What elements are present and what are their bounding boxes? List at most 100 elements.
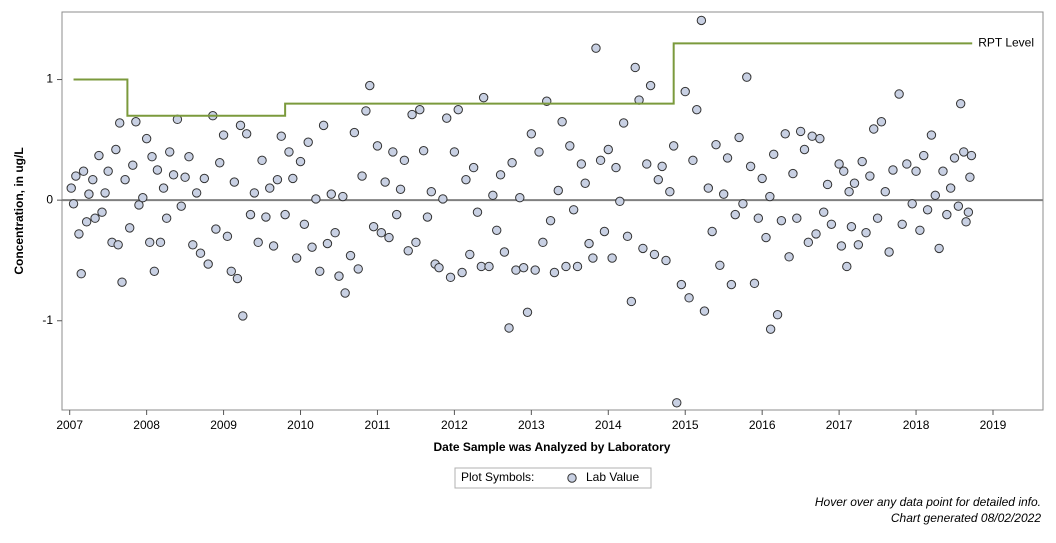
data-point[interactable] — [276, 131, 286, 141]
data-point[interactable] — [465, 249, 475, 260]
data-point[interactable] — [226, 266, 236, 277]
data-point[interactable] — [365, 80, 375, 91]
data-point[interactable] — [803, 237, 814, 248]
data-point[interactable] — [915, 225, 925, 235]
data-point[interactable] — [518, 262, 529, 273]
data-point[interactable] — [161, 213, 172, 223]
data-point[interactable] — [894, 89, 904, 99]
data-point[interactable] — [238, 311, 248, 321]
data-point[interactable] — [522, 307, 533, 318]
data-point[interactable] — [576, 159, 587, 169]
data-point[interactable] — [188, 240, 198, 250]
data-point[interactable] — [353, 264, 363, 274]
data-point[interactable] — [565, 141, 575, 151]
data-point[interactable] — [955, 98, 966, 109]
data-point[interactable] — [668, 141, 679, 151]
data-point[interactable] — [665, 187, 675, 197]
data-point[interactable] — [857, 156, 867, 167]
data-point[interactable] — [361, 106, 371, 116]
data-point[interactable] — [730, 209, 740, 220]
data-point[interactable] — [457, 267, 467, 278]
data-point[interactable] — [357, 171, 367, 181]
data-point[interactable] — [907, 199, 917, 209]
data-point[interactable] — [765, 191, 775, 202]
data-point[interactable] — [307, 242, 317, 252]
data-point[interactable] — [534, 147, 544, 157]
data-point[interactable] — [68, 199, 79, 209]
data-point[interactable] — [245, 209, 256, 220]
data-point[interactable] — [184, 152, 194, 162]
data-point[interactable] — [953, 201, 964, 211]
data-point[interactable] — [526, 129, 537, 139]
data-point[interactable] — [684, 293, 694, 303]
data-point[interactable] — [249, 188, 260, 198]
data-point[interactable] — [152, 165, 163, 175]
data-point[interactable] — [291, 253, 302, 263]
data-point[interactable] — [661, 255, 671, 266]
data-point[interactable] — [131, 117, 141, 127]
data-point[interactable] — [128, 160, 138, 170]
data-point[interactable] — [568, 205, 579, 215]
data-point[interactable] — [911, 166, 921, 176]
data-point[interactable] — [155, 237, 166, 248]
data-point[interactable] — [942, 209, 952, 220]
data-point[interactable] — [495, 170, 506, 180]
data-point[interactable] — [530, 265, 540, 275]
data-point[interactable] — [715, 260, 725, 270]
data-point[interactable] — [71, 171, 81, 181]
data-point[interactable] — [657, 161, 667, 172]
data-point[interactable] — [268, 241, 279, 251]
data-point[interactable] — [165, 147, 175, 157]
data-point[interactable] — [618, 118, 629, 128]
data-point[interactable] — [426, 187, 437, 197]
data-point[interactable] — [203, 259, 213, 269]
data-point[interactable] — [478, 92, 489, 103]
data-point[interactable] — [959, 147, 969, 157]
data-point[interactable] — [938, 166, 948, 176]
data-point[interactable] — [607, 253, 617, 263]
data-point[interactable] — [145, 237, 155, 248]
data-point[interactable] — [434, 262, 444, 273]
data-point[interactable] — [299, 219, 310, 229]
data-point[interactable] — [395, 184, 406, 194]
data-point[interactable] — [672, 398, 682, 408]
data-point[interactable] — [761, 232, 771, 243]
data-point[interactable] — [538, 237, 548, 248]
data-point[interactable] — [232, 273, 243, 284]
data-point[interactable] — [588, 253, 598, 263]
data-point[interactable] — [765, 324, 776, 334]
data-point[interactable] — [111, 144, 121, 155]
data-point[interactable] — [511, 265, 521, 275]
data-point[interactable] — [642, 159, 652, 169]
data-point[interactable] — [718, 189, 729, 199]
data-point[interactable] — [961, 217, 971, 227]
data-point[interactable] — [844, 187, 854, 197]
data-point[interactable] — [453, 104, 463, 115]
data-point[interactable] — [315, 266, 325, 277]
data-point[interactable] — [141, 133, 152, 144]
data-point[interactable] — [815, 133, 825, 144]
data-point[interactable] — [418, 145, 429, 156]
data-point[interactable] — [846, 221, 857, 232]
data-point[interactable] — [749, 278, 760, 289]
data-point[interactable] — [699, 306, 710, 316]
data-point[interactable] — [74, 229, 84, 239]
data-point[interactable] — [584, 238, 594, 249]
data-point[interactable] — [630, 62, 640, 73]
data-point[interactable] — [696, 15, 707, 26]
data-point[interactable] — [391, 209, 402, 220]
data-point[interactable] — [445, 272, 456, 283]
data-point[interactable] — [615, 196, 625, 207]
data-point[interactable] — [222, 231, 233, 242]
data-point[interactable] — [692, 104, 702, 115]
data-point[interactable] — [81, 217, 92, 227]
data-point[interactable] — [645, 80, 656, 91]
data-point[interactable] — [376, 228, 387, 238]
data-point[interactable] — [399, 155, 410, 166]
data-point[interactable] — [338, 191, 348, 202]
data-point[interactable] — [819, 207, 829, 217]
data-point[interactable] — [403, 246, 413, 256]
data-point[interactable] — [94, 150, 104, 161]
data-point[interactable] — [380, 177, 390, 187]
data-point[interactable] — [865, 171, 875, 181]
